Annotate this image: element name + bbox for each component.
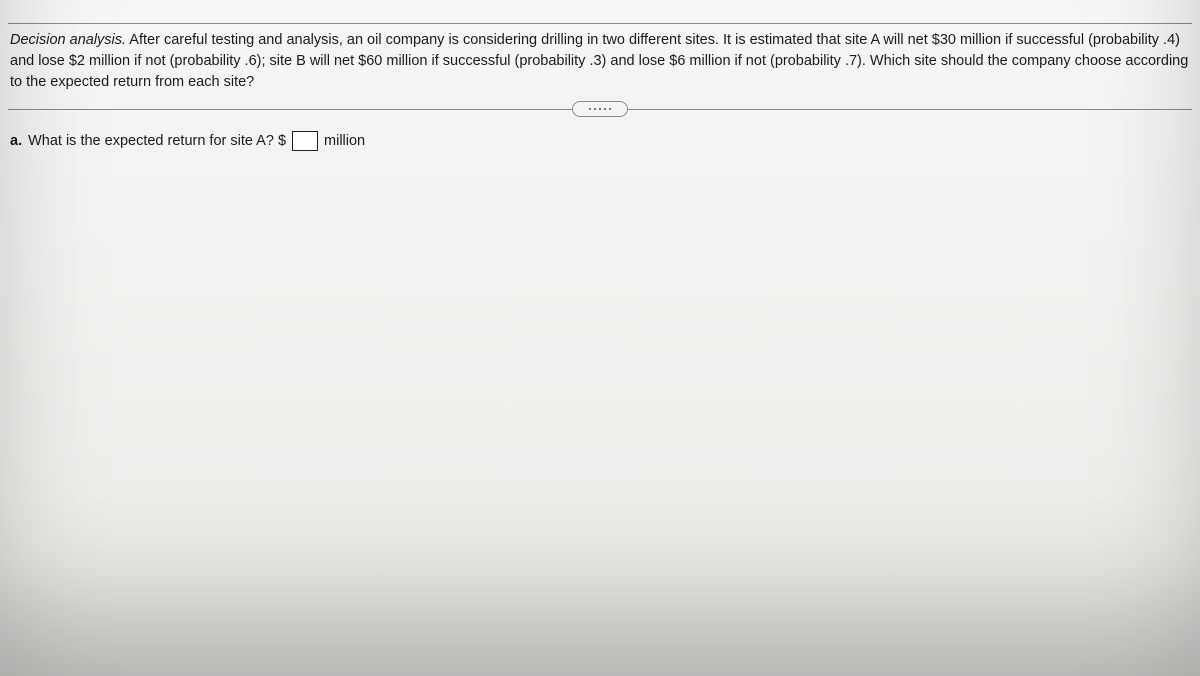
dot-icon — [589, 108, 591, 110]
dot-icon — [594, 108, 596, 110]
problem-body: After careful testing and analysis, an o… — [10, 32, 1188, 90]
top-rule — [8, 10, 1192, 24]
collapse-toggle[interactable] — [572, 101, 628, 117]
question-prompt-after: million — [324, 133, 365, 149]
question-prompt-before: What is the expected return for site A? … — [28, 133, 286, 149]
problem-lead: Decision analysis. — [10, 32, 126, 48]
answer-input-site-a[interactable] — [292, 131, 318, 151]
dot-icon — [604, 108, 606, 110]
part-label: a. — [10, 133, 22, 149]
dot-icon — [599, 108, 601, 110]
question-page: Decision analysis. After careful testing… — [0, 0, 1200, 676]
question-part-a: a. What is the expected return for site … — [8, 131, 1192, 151]
problem-statement: Decision analysis. After careful testing… — [8, 30, 1192, 93]
dot-icon — [609, 108, 611, 110]
section-divider — [8, 101, 1192, 119]
